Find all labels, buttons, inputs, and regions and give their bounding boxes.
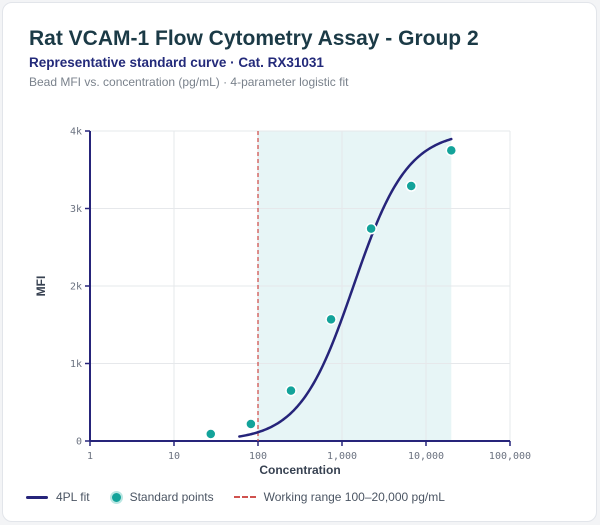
y-tick-label: 3k [70,204,82,215]
x-tick-label: 100,000 [489,451,531,462]
y-axis-title: MFI [34,276,48,297]
standard-point [245,418,257,430]
standard-point-swatch [109,490,123,504]
standard-point [205,428,217,440]
y-tick-label: 4k [70,127,82,138]
x-tick-label: 10 [168,451,180,462]
legend-points-label: Standard points [129,490,214,504]
y-tick-label: 2k [70,282,82,293]
x-tick-label: 100 [249,451,267,462]
x-tick-label: 1 [87,451,93,462]
chart-title: Rat VCAM-1 Flow Cytometry Assay - Group … [29,27,479,50]
standard-point [405,180,417,192]
standard-point [325,313,337,326]
fit-curve [238,137,453,438]
working-range-swatch [233,496,256,498]
legend-item-points: Standard points [109,490,214,504]
y-tick-label: 1k [70,359,82,370]
chart-subtitle: Representative standard curve · Cat. RX3… [29,55,324,70]
legend-item-range: Working range 100–20,000 pg/mL [233,490,445,504]
x-axis-title: Concentration [259,463,340,477]
standard-point [365,222,377,235]
fit-line-swatch [26,495,48,499]
standard-point [445,144,458,157]
chart-description: Bead MFI vs. concentration (pg/mL) · 4-p… [29,75,349,89]
x-tick-label: 10,000 [408,451,444,462]
legend-fit-label: 4PL fit [56,490,90,504]
legend-range-label: Working range 100–20,000 pg/mL [263,490,445,504]
y-tick-label: 0 [76,437,82,448]
standard-point [285,384,297,397]
legend-item-fit: 4PL fit [26,490,90,504]
x-tick-label: 1,000 [327,451,357,462]
legend: 4PL fit Standard points Working range 10… [26,488,465,506]
